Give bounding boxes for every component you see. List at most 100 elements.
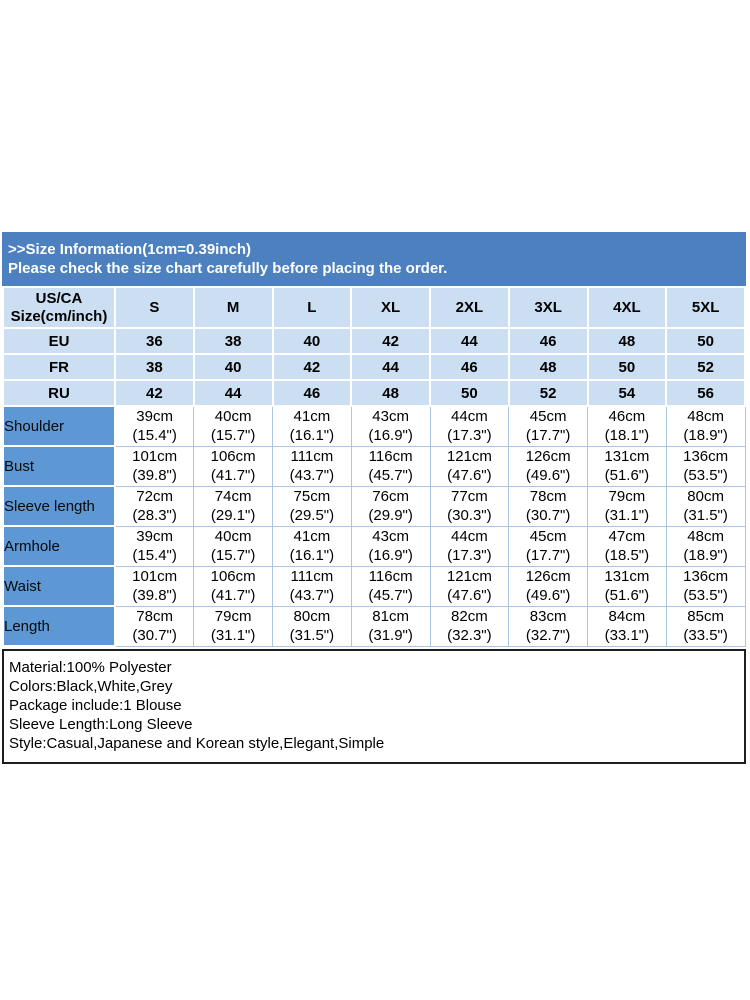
banner-line-2: Please check the size chart carefully be… bbox=[8, 260, 448, 277]
size-col-header: L bbox=[271, 286, 353, 329]
measurement-cell: 136cm (53.5") bbox=[665, 445, 746, 487]
measurement-cm: 74cm bbox=[214, 488, 252, 505]
measurement-cm: 75cm bbox=[293, 488, 331, 505]
measurement-row-label: Armhole bbox=[2, 525, 116, 567]
measurement-cell: 45cm (17.7") bbox=[508, 405, 588, 447]
region-row-label: RU bbox=[2, 379, 116, 407]
region-value-cell: 40 bbox=[192, 353, 274, 381]
measurement-row-label: Waist bbox=[2, 565, 116, 607]
measurement-cell: 136cm (53.5") bbox=[665, 565, 746, 607]
measurement-inch: (16.1") bbox=[289, 547, 335, 564]
region-value-cell: 40 bbox=[271, 327, 353, 355]
measurement-cell: 75cm (29.5") bbox=[272, 485, 352, 527]
corner-header-line1: US/CA bbox=[35, 289, 83, 307]
region-value-cell: 50 bbox=[429, 379, 510, 407]
region-value-cell: 46 bbox=[507, 327, 589, 355]
measurement-inch: (47.6") bbox=[447, 467, 492, 484]
measurement-inch: (51.6") bbox=[604, 587, 650, 604]
measurement-inch: (16.9") bbox=[368, 427, 413, 445]
measurement-cell: 43cm (16.9") bbox=[350, 525, 431, 567]
measurement-inch: (17.7") bbox=[525, 547, 571, 564]
measurement-cm: 80cm bbox=[293, 608, 331, 625]
measurement-row: Waist 101cm (39.8") 106cm (41.7") 111cm (43.7"… bbox=[2, 565, 746, 607]
measurement-cm: 101cm bbox=[132, 568, 178, 585]
measurement-cell: 39cm (15.4") bbox=[114, 405, 195, 447]
measurement-inch: (33.5") bbox=[683, 627, 728, 644]
measurement-cm: 78cm bbox=[136, 608, 173, 625]
measurement-row: Shoulder 39cm (15.4") 40cm (15.7") 41cm (16.1"… bbox=[2, 405, 746, 447]
region-value-cell: 44 bbox=[429, 327, 510, 355]
measurement-cm: 44cm bbox=[451, 528, 488, 545]
measurement-inch: (18.5") bbox=[604, 547, 650, 564]
measurement-row: Armhole 39cm (15.4") 40cm (15.7") 41cm (16.1")… bbox=[2, 525, 746, 567]
size-col-header: M bbox=[192, 286, 274, 329]
measurement-cell: 126cm (49.6") bbox=[508, 565, 588, 607]
measurement-cell: 106cm (41.7") bbox=[193, 445, 273, 487]
measurement-inch: (18.1") bbox=[604, 427, 650, 445]
measurement-cell: 82cm (32.3") bbox=[429, 605, 510, 647]
measurement-cell: 116cm (45.7") bbox=[350, 565, 431, 607]
region-value-cell: 46 bbox=[271, 379, 353, 407]
region-value-cell: 42 bbox=[114, 379, 195, 407]
measurement-inch: (49.6") bbox=[525, 467, 571, 484]
measurement-cm: 106cm bbox=[210, 568, 256, 585]
measurement-inch: (31.5") bbox=[289, 627, 335, 644]
measurement-inch: (39.8") bbox=[132, 587, 177, 604]
measurement-cell: 121cm (47.6") bbox=[429, 445, 510, 487]
measurement-inch: (30.3") bbox=[447, 507, 492, 524]
measurement-cm: 106cm bbox=[210, 448, 256, 465]
measurement-cm: 41cm bbox=[293, 528, 331, 545]
region-value-cell: 42 bbox=[271, 353, 353, 381]
measurement-inch: (45.7") bbox=[368, 467, 413, 484]
measurement-inch: (28.3") bbox=[132, 507, 177, 524]
measurement-cm: 84cm bbox=[608, 608, 646, 625]
measurement-cell: 79cm (31.1") bbox=[587, 485, 667, 527]
measurement-cm: 116cm bbox=[368, 448, 413, 465]
measurement-inch: (18.9") bbox=[683, 547, 728, 564]
size-header-row: US/CA Size(cm/inch) S M L XL 2XL 3XL 4XL 5XL bbox=[2, 286, 746, 329]
corner-header-line2: Size(cm/inch) bbox=[10, 307, 108, 325]
banner-line-1: >>Size Information(1cm=0.39inch) bbox=[8, 241, 251, 258]
measurement-cell: 121cm (47.6") bbox=[429, 565, 510, 607]
measurement-cm: 136cm bbox=[683, 568, 729, 585]
measurement-inch: (47.6") bbox=[447, 587, 492, 604]
measurement-row-label: Sleeve length bbox=[2, 485, 116, 527]
measurement-cm: 121cm bbox=[446, 568, 492, 585]
measurement-row-label: Shoulder bbox=[2, 405, 116, 447]
measurement-cm: 72cm bbox=[136, 488, 173, 505]
measurement-cell: 79cm (31.1") bbox=[193, 605, 273, 647]
measurement-cm: 46cm bbox=[608, 408, 646, 426]
measurement-cm: 39cm bbox=[136, 528, 173, 545]
measurement-inch: (29.9") bbox=[368, 507, 413, 524]
measurement-cm: 79cm bbox=[608, 488, 646, 505]
region-value-cell: 56 bbox=[665, 379, 746, 407]
measurement-cm: 131cm bbox=[604, 568, 650, 585]
measurement-cm: 43cm bbox=[372, 408, 409, 426]
measurement-row: Bust 101cm (39.8") 106cm (41.7") 111cm (43.7")… bbox=[2, 445, 746, 487]
measurement-cell: 131cm (51.6") bbox=[587, 445, 667, 487]
region-row: EU 36 38 40 42 44 46 48 50 bbox=[2, 327, 746, 355]
measurement-inch: (39.8") bbox=[132, 467, 177, 484]
measurement-inch: (17.7") bbox=[525, 427, 571, 445]
measurement-inch: (45.7") bbox=[368, 587, 413, 604]
measurement-cm: 81cm bbox=[372, 608, 409, 625]
measurement-inch: (30.7") bbox=[525, 507, 571, 524]
measurement-cm: 126cm bbox=[525, 448, 571, 465]
measurement-cell: 46cm (18.1") bbox=[587, 405, 667, 447]
measurement-cell: 48cm (18.9") bbox=[665, 525, 746, 567]
size-table: US/CA Size(cm/inch) S M L XL 2XL 3XL 4XL 5XL EU… bbox=[2, 286, 746, 647]
measurement-cm: 40cm bbox=[214, 528, 252, 545]
measurement-cell: 48cm (18.9") bbox=[665, 405, 746, 447]
measurement-cm: 47cm bbox=[608, 528, 646, 545]
region-value-cell: 48 bbox=[507, 353, 589, 381]
measurement-inch: (53.5") bbox=[683, 467, 728, 484]
measurement-cell: 76cm (29.9") bbox=[350, 485, 431, 527]
measurement-cell: 44cm (17.3") bbox=[429, 525, 510, 567]
region-value-cell: 50 bbox=[665, 327, 746, 355]
measurement-cell: 78cm (30.7") bbox=[114, 605, 195, 647]
region-row: FR 38 40 42 44 46 48 50 52 bbox=[2, 353, 746, 381]
measurement-cm: 80cm bbox=[687, 488, 724, 505]
measurement-cell: 131cm (51.6") bbox=[587, 565, 667, 607]
detail-line: Style:Casual,Japanese and Korean style,E… bbox=[9, 735, 385, 752]
measurement-cm: 77cm bbox=[451, 488, 488, 505]
